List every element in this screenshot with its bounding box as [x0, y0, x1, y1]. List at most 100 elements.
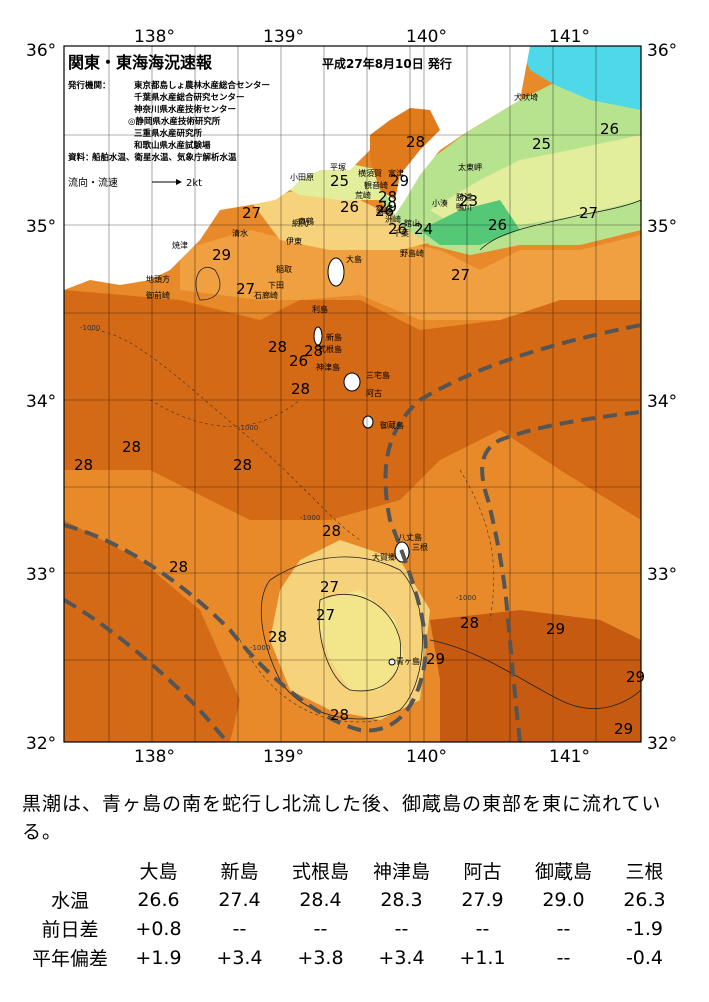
depth-label: -1000 [80, 324, 100, 332]
depth-label: -1000 [250, 644, 270, 652]
lon-label: 140° [406, 27, 447, 47]
place-label: 新島 [326, 332, 342, 342]
table-cell: 27.4 [218, 888, 261, 911]
lon-label: 141° [549, 27, 590, 47]
temperature-labels: 25 26 26 28 29 28 29 26 23 25 26 27 27 2… [74, 120, 645, 738]
temp-label: 28 [122, 438, 141, 456]
map-title: 関東・東海海況速報 [68, 53, 213, 72]
place-label: 八丈島 [398, 532, 422, 542]
place-label: 伊東 [286, 236, 302, 246]
depth-label: -1000 [300, 514, 320, 522]
temp-label: 28 [330, 706, 349, 724]
temp-label: 26 [488, 216, 507, 234]
lon-label: 139° [263, 747, 304, 767]
temp-label: 23 [459, 192, 478, 210]
kuroshio-axis [64, 323, 641, 742]
issuer: ◎静岡県水産技術研究所 [128, 116, 221, 127]
temp-label: 26 [375, 202, 394, 220]
row-header: 平年偏差 [31, 948, 108, 970]
summary-text: 黒潮は、青ヶ島の南を蛇行し北流した後、御蔵島の東部を東に流れている。 [22, 793, 662, 843]
depth-label: -1000 [456, 594, 476, 602]
issuer: 千葉県水産総合研究センター [134, 92, 245, 103]
table-cell: +1.1 [459, 946, 506, 969]
place-label: 三根 [412, 542, 428, 552]
place-label: 下田 [268, 281, 284, 290]
place-label: 小田原 [290, 173, 314, 182]
temp-label: 29 [546, 620, 565, 638]
place-label: 御蔵島 [380, 420, 404, 430]
table-header-row: 大島 新島 式根島 神津島 阿古 御蔵島 三根 [22, 856, 685, 885]
lat-label: 35° [26, 217, 56, 237]
sea-temperature-map: 138° 139° 140° 141° 138° 139° 140° 141° … [26, 27, 677, 767]
source-text: 船舶水温、衛星水温、気象庁解析水温 [92, 152, 237, 163]
table-cell: +3.4 [378, 946, 425, 969]
column-header: 式根島 [291, 861, 349, 883]
lat-label: 33° [26, 565, 56, 585]
place-label: 焼津 [172, 240, 188, 250]
lat-label: 32° [26, 734, 56, 754]
issuer: 神奈川県水産技術センター [134, 104, 236, 115]
table-cell: +0.8 [135, 917, 182, 940]
temp-label: 27 [242, 204, 261, 222]
place-label: 勝浦 [456, 192, 472, 202]
lat-label: 34° [26, 392, 56, 412]
temp-label: 24 [414, 220, 433, 238]
table-cell: +3.4 [216, 946, 263, 969]
place-label: 富津 [388, 168, 404, 178]
table-cell: 27.9 [461, 888, 504, 911]
temp-label: 25 [330, 172, 349, 190]
lat-label: 33° [647, 565, 677, 585]
temp-label: 29 [426, 650, 445, 668]
column-header: 神津島 [372, 861, 430, 883]
current-legend-scale: 2kt [186, 178, 202, 189]
issuer: 和歌山県水産試験場 [134, 140, 211, 151]
lat-labels-left: 36° 35° 34° 33° 32° [26, 41, 56, 754]
place-label: 千葉 [393, 228, 409, 238]
lon-label: 138° [134, 27, 175, 47]
temp-label: 26 [289, 352, 308, 370]
table-cell: -- [232, 917, 247, 940]
table-cell: +1.9 [135, 946, 182, 969]
issuer: 三重県水産研究所 [134, 128, 203, 139]
place-label: 地頭方 [146, 274, 170, 284]
table-row: 前日差 +0.8 -- -- -- -- -- -1.9 [22, 914, 685, 943]
temp-label: 26 [600, 120, 619, 138]
lon-label: 138° [134, 747, 175, 767]
table-cell: -- [475, 917, 490, 940]
lon-label: 139° [263, 27, 304, 47]
depth-labels: -1000 -1000 -1000 -1000 -1000 [80, 324, 476, 652]
table-cell: +3.8 [297, 946, 344, 969]
lon-label: 140° [406, 747, 447, 767]
temp-label: 28 [460, 614, 479, 632]
temp-label: 27 [579, 204, 598, 222]
table-cell: -0.4 [625, 946, 664, 969]
place-label: 式根島 [318, 344, 342, 354]
current-legend-label: 流向・流速 [68, 176, 118, 189]
column-header: 新島 [220, 861, 259, 883]
lon-labels-bottom: 138° 139° 140° 141° [134, 747, 590, 767]
place-label: 御前崎 [146, 290, 170, 300]
table-cell: -- [556, 946, 571, 969]
temp-label: 28 [268, 338, 287, 356]
place-label: 石廊崎 [254, 290, 278, 300]
table-cell: 26.3 [623, 888, 666, 911]
temp-label: 28 [378, 188, 397, 206]
lat-labels-right: 36° 35° 34° 33° 32° [647, 41, 677, 754]
lat-label: 36° [647, 41, 677, 61]
place-label: 利島 [312, 304, 328, 314]
place-label: 太東岬 [458, 162, 482, 172]
temp-label: 27 [316, 606, 335, 624]
place-label: 三宅島 [366, 370, 390, 380]
lat-label: 34° [647, 392, 677, 412]
temp-label: 29 [626, 668, 645, 686]
place-label: 大賀郷 [372, 552, 396, 562]
isotherms [195, 199, 641, 720]
lat-label: 35° [647, 217, 677, 237]
place-label: 青ヶ島 [396, 656, 420, 666]
temp-label: 26 [388, 220, 407, 238]
column-header: 大島 [139, 861, 178, 883]
depth-label: -1000 [238, 424, 258, 432]
temp-label: 29 [614, 720, 633, 738]
place-label: 館山 [404, 218, 420, 228]
issue-date: 平成27年8月10日 発行 [322, 56, 452, 71]
